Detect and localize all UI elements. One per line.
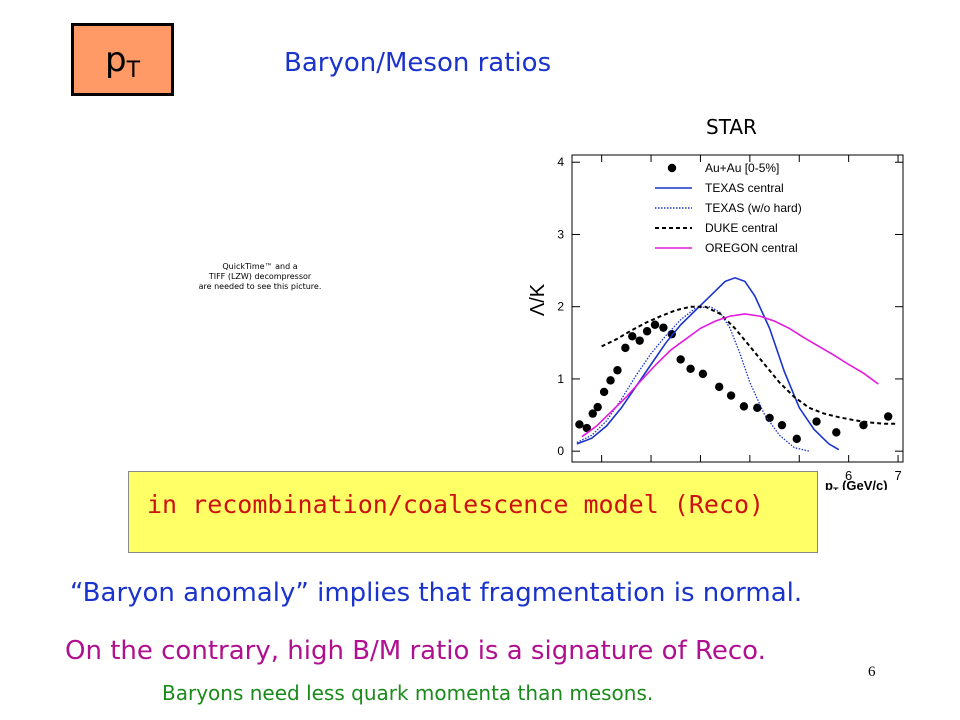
data-point — [676, 355, 685, 364]
x-tick-label: 6 — [845, 468, 852, 483]
legend-label: DUKE central — [705, 221, 778, 235]
legend-label: OREGON central — [705, 241, 798, 255]
data-point — [698, 369, 708, 379]
legend-label: TEXAS (w/o hard) — [705, 201, 802, 215]
series-line — [581, 313, 879, 438]
y-axis-label: Λ/K — [527, 283, 549, 316]
data-point — [765, 413, 774, 423]
reco-signature-statement: On the contrary, high B/M ratio is a sig… — [65, 636, 766, 666]
reco-callout-box: in recombination/coalescence model (Reco… — [128, 471, 818, 553]
lambda-k-ratio-chart: 123456701234pT (GeV/c)Λ/KAu+Au [0-5%]TEX… — [527, 154, 904, 490]
data-point — [659, 323, 668, 332]
data-point — [606, 376, 615, 385]
y-tick-label: 0 — [557, 444, 564, 458]
baryon-anomaly-statement: “Baryon anomaly” implies that fragmentat… — [70, 578, 803, 608]
data-point — [650, 320, 660, 329]
y-tick-label: 3 — [557, 227, 564, 241]
data-point — [792, 434, 801, 444]
data-point — [859, 420, 868, 430]
pt-label: pT — [74, 40, 171, 83]
quicktime-line: TIFF (LZW) decompressor — [208, 272, 312, 281]
data-point — [686, 364, 695, 374]
data-point — [715, 382, 724, 392]
data-point — [582, 423, 592, 433]
x-axis-label-main: p — [825, 478, 833, 490]
legend-marker — [667, 163, 677, 173]
legend-label: Au+Au [0-5%] — [705, 161, 779, 175]
data-point — [613, 366, 622, 375]
data-point — [628, 332, 637, 341]
data-point — [588, 409, 597, 418]
legend-label: TEXAS central — [705, 181, 784, 195]
page-number: 6 — [868, 664, 876, 680]
quark-momenta-statement: Baryons need less quark momenta than mes… — [162, 681, 654, 705]
x-axis-label: pT (GeV/c) — [825, 478, 888, 490]
x-tick-label: 7 — [894, 468, 901, 483]
series-line — [601, 305, 899, 425]
data-point — [635, 336, 644, 345]
data-point — [812, 417, 821, 426]
data-point — [777, 420, 787, 430]
pt-topic-box: pT — [71, 23, 174, 96]
plot-frame — [571, 154, 904, 463]
data-point — [832, 428, 841, 437]
chart-title: STAR — [706, 115, 757, 139]
quicktime-line: QuickTime™ and a — [222, 262, 298, 271]
x-axis-label-unit: (GeV/c) — [838, 478, 887, 490]
x-axis-label-sub: T — [833, 486, 839, 490]
data-point — [739, 402, 749, 411]
series-line — [576, 276, 840, 451]
data-point — [726, 391, 736, 400]
data-point — [599, 387, 609, 397]
slide-title: Baryon/Meson ratios — [284, 48, 552, 78]
quicktime-line: are needed to see this picture. — [198, 282, 322, 291]
data-point — [753, 403, 762, 413]
data-point — [642, 327, 652, 336]
data-point — [575, 420, 584, 429]
pt-main: p — [104, 40, 127, 80]
reco-callout-text: in recombination/coalescence model (Reco… — [147, 490, 765, 519]
pt-subscript: T — [126, 58, 141, 83]
data-point — [593, 402, 602, 412]
data-point — [883, 412, 893, 421]
y-tick-label: 1 — [557, 372, 564, 386]
series-line — [576, 306, 810, 452]
y-tick-label: 4 — [557, 155, 564, 169]
quicktime-placeholder: QuickTime™ and a TIFF (LZW) decompressor… — [180, 262, 340, 292]
data-point — [621, 343, 630, 353]
y-tick-label: 2 — [557, 300, 564, 314]
